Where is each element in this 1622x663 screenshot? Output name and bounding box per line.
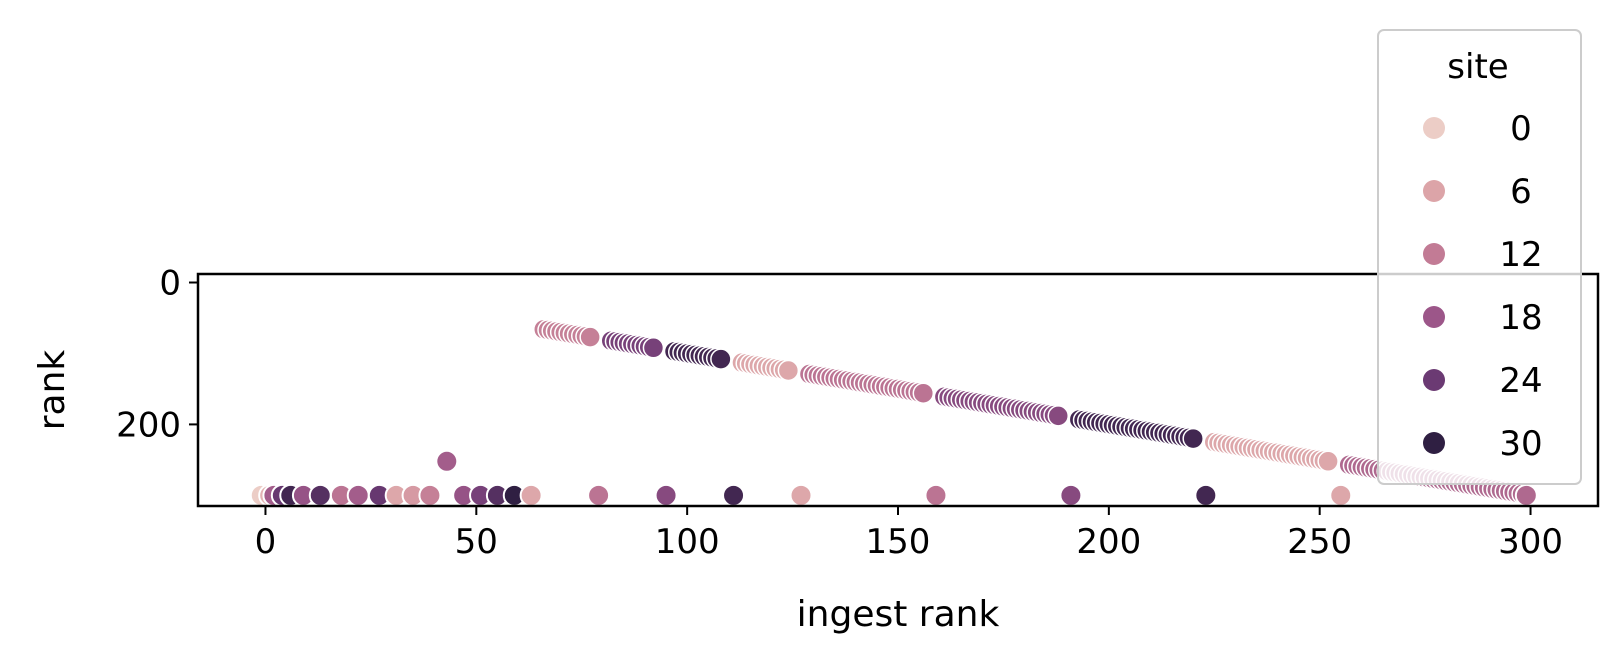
data-point — [1329, 483, 1353, 507]
x-tick-label: 200 — [1076, 522, 1141, 562]
data-point — [308, 483, 332, 507]
data-point — [777, 359, 800, 382]
legend-marker — [1423, 180, 1445, 202]
x-axis-title: ingest rank — [797, 594, 1000, 635]
data-point — [579, 326, 601, 348]
legend-label: 24 — [1499, 361, 1542, 401]
data-point — [642, 337, 665, 359]
data-point — [912, 382, 935, 404]
x-tick-label: 0 — [255, 522, 277, 562]
data-point — [519, 483, 543, 507]
x-tick-label: 250 — [1287, 522, 1352, 562]
x-tick-label: 50 — [455, 522, 498, 562]
legend-marker — [1423, 243, 1445, 265]
legend-title: site — [1447, 47, 1508, 87]
x-tick-label: 300 — [1498, 522, 1563, 562]
data-point — [418, 483, 442, 507]
axes: 0 50 100 150 200 250 300 0 200 — [116, 264, 1563, 562]
legend-marker — [1423, 306, 1445, 328]
x-tick-label: 100 — [655, 522, 720, 562]
legend-label: 6 — [1510, 172, 1532, 212]
legend-box — [1377, 29, 1582, 485]
scatter-points — [249, 318, 1538, 507]
data-point — [1514, 483, 1538, 507]
data-point — [1047, 405, 1069, 427]
legend-label: 0 — [1510, 109, 1532, 149]
data-point — [789, 483, 813, 507]
data-point — [1317, 450, 1339, 473]
y-axis-title: rank — [32, 350, 73, 431]
x-tick-label: 150 — [866, 522, 931, 562]
y-tick-label: 0 — [159, 264, 181, 304]
data-point — [435, 449, 459, 473]
data-point — [722, 483, 746, 507]
y-tick-label: 200 — [116, 405, 181, 445]
data-point — [587, 483, 611, 507]
data-point — [654, 483, 678, 507]
legend: site 0 6 12 18 24 30 — [1377, 29, 1582, 485]
data-point — [346, 483, 370, 507]
data-point — [1182, 427, 1204, 450]
data-point — [1059, 483, 1083, 507]
data-point — [924, 483, 948, 507]
legend-label: 12 — [1499, 235, 1542, 275]
legend-marker — [1423, 432, 1445, 454]
legend-label: 30 — [1499, 424, 1542, 464]
legend-marker — [1423, 117, 1445, 139]
data-point — [1194, 483, 1218, 507]
legend-marker — [1423, 369, 1445, 391]
data-point — [710, 348, 732, 370]
legend-label: 18 — [1499, 298, 1542, 338]
